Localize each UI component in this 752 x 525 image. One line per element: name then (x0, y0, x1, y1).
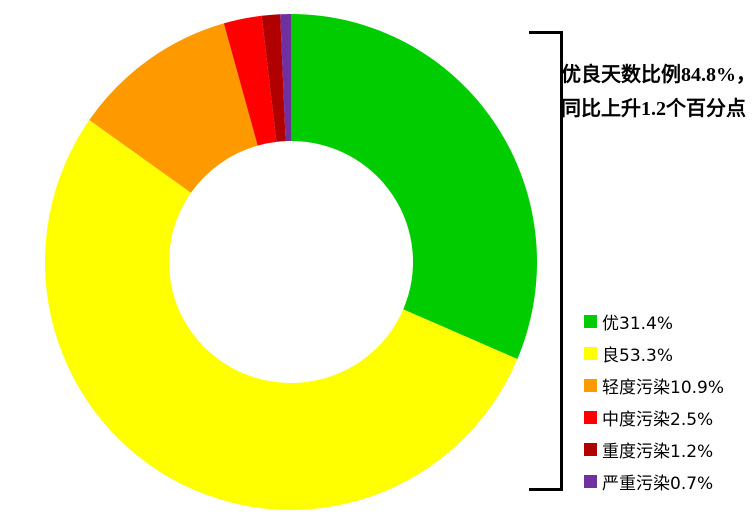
legend-item-moderate-pollution: 中度污染2.5% (584, 401, 724, 433)
legend-item-excellent: 优31.4% (584, 305, 724, 337)
legend-swatch-light-pollution (584, 378, 597, 392)
pie-slice-优 (291, 14, 538, 360)
legend-label: 轻度污染10.9% (602, 377, 725, 398)
pie-slice-中度污染 (223, 15, 277, 146)
pie-slice-良 (45, 120, 518, 510)
legend-item-light-pollution: 轻度污染10.9% (584, 369, 724, 401)
pie-slice-轻度污染 (89, 23, 258, 193)
pie-slice-严重污染 (280, 14, 291, 142)
legend-swatch-good (584, 346, 597, 360)
legend-item-heavy-pollution: 重度污染1.2% (584, 433, 724, 465)
legend-item-good: 良53.3% (584, 337, 724, 369)
legend-label: 中度污染2.5% (602, 409, 714, 430)
legend-label: 重度污染1.2% (602, 441, 714, 462)
legend-swatch-moderate-pollution (584, 410, 597, 424)
legend-swatch-heavy-pollution (584, 442, 597, 456)
annotation-text: 优良天数比例84.8%， 同比上升1.2个百分点 (561, 58, 752, 126)
legend-swatch-severe-pollution (584, 474, 597, 488)
chart-legend: 优31.4% 良53.3% 轻度污染10.9% 中度污染2.5% 重度污染1.2… (584, 305, 724, 497)
legend-item-severe-pollution: 严重污染0.7% (584, 465, 724, 497)
legend-label: 良53.3% (602, 345, 674, 366)
legend-label: 严重污染0.7% (602, 473, 714, 494)
annotation-line-2: 同比上升1.2个百分点 (561, 98, 746, 120)
pie-slice-重度污染 (261, 14, 286, 142)
annotation-line-1: 优良天数比例84.8%， (561, 64, 752, 86)
annotation-bracket (529, 31, 563, 491)
legend-label: 优31.4% (602, 313, 674, 334)
legend-swatch-excellent (584, 314, 597, 328)
